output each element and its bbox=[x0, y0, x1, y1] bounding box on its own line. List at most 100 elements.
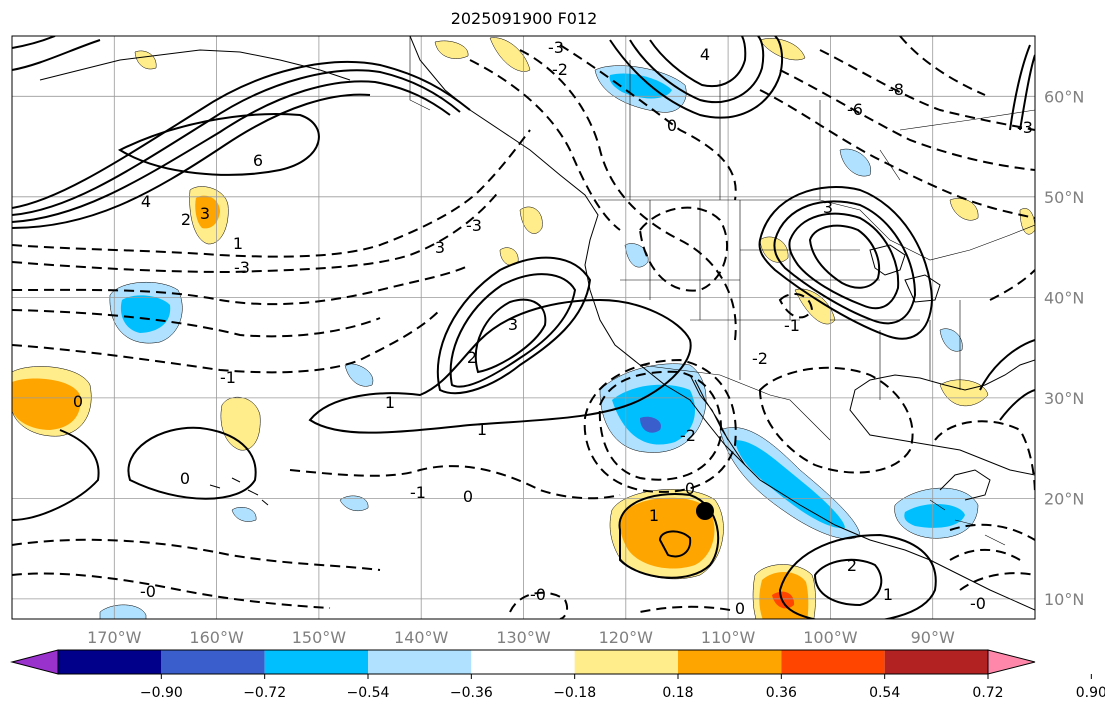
political-borders bbox=[409, 36, 1035, 546]
longitude-label: 90°W bbox=[911, 628, 955, 647]
longitude-label: 130°W bbox=[496, 628, 551, 647]
state-lines bbox=[620, 200, 961, 400]
map-title: 2025091900 F012 bbox=[450, 9, 598, 28]
colorbar-segment bbox=[161, 650, 265, 674]
negative-anomaly-area bbox=[344, 363, 374, 387]
contour-label: 4 bbox=[141, 192, 151, 211]
negative-anomaly-area bbox=[231, 507, 257, 522]
positive-contour bbox=[12, 93, 371, 229]
negative-contour bbox=[469, 59, 621, 231]
positive-contour bbox=[658, 530, 692, 558]
canada-us-border bbox=[598, 199, 1035, 261]
contour-label: -1 bbox=[410, 483, 426, 502]
negative-contour bbox=[949, 269, 1035, 561]
contour-label: -3 bbox=[466, 216, 482, 235]
longitude-labels: 170°W 160°W 150°W 140°W 130°W 120°W 110°W 100°W… bbox=[87, 628, 955, 647]
contour-label: -2 bbox=[680, 426, 696, 445]
contour-label: 3 bbox=[435, 238, 445, 257]
contour-label: -3 bbox=[234, 258, 250, 277]
positive-contour bbox=[758, 186, 934, 340]
aleutian-islands bbox=[39, 49, 351, 81]
negative-contour bbox=[934, 420, 1035, 496]
positive-contour bbox=[127, 426, 257, 500]
positive-contour bbox=[117, 113, 320, 176]
colorbar-segment bbox=[264, 650, 368, 674]
longitude-label: 140°W bbox=[394, 628, 449, 647]
negative-contour bbox=[12, 189, 501, 274]
contour-label: -1 bbox=[784, 316, 800, 335]
contour-label: 0 bbox=[180, 469, 190, 488]
contour-label: -2 bbox=[752, 349, 768, 368]
baja-california bbox=[689, 374, 746, 466]
contour-label: 1 bbox=[385, 393, 395, 412]
colorbar-tick-label: 0.90 bbox=[1076, 685, 1105, 701]
latitude-label: 50°N bbox=[1044, 188, 1084, 207]
negative-anomaly-area bbox=[939, 328, 963, 352]
contour-label: 3 bbox=[508, 315, 518, 334]
contour-label: -3 bbox=[1017, 118, 1033, 137]
latitude-label: 30°N bbox=[1044, 389, 1084, 408]
contour-label: 6 bbox=[253, 151, 263, 170]
positive-anomaly-area bbox=[195, 195, 220, 229]
contour-label: 0 bbox=[735, 599, 745, 618]
longitude-label: 160°W bbox=[189, 628, 244, 647]
negative-contour bbox=[12, 129, 531, 258]
colorbar-tick-label: −0.72 bbox=[243, 685, 286, 701]
negative-contour bbox=[949, 523, 1035, 541]
contour-label: 0 bbox=[667, 116, 677, 135]
latitude-label: 60°N bbox=[1044, 87, 1084, 106]
positive-contour bbox=[12, 429, 100, 521]
colorbar-tick-label: −0.18 bbox=[553, 685, 596, 701]
canada-provinces bbox=[629, 60, 1035, 200]
negative-anomaly-area bbox=[609, 73, 672, 99]
negative-anomaly-area bbox=[339, 495, 369, 511]
latitude-label: 10°N bbox=[1044, 590, 1084, 609]
contour-label: -3 bbox=[548, 38, 564, 57]
contour-label: -0 bbox=[970, 594, 986, 613]
contour-label: -0 bbox=[530, 585, 546, 604]
map-frame bbox=[11, 35, 1036, 620]
contour-label: 2 bbox=[847, 556, 857, 575]
negative-contour bbox=[819, 49, 1035, 131]
colorbar-segment bbox=[471, 650, 575, 674]
positive-contour bbox=[778, 533, 937, 619]
longitude-label: 120°W bbox=[599, 628, 654, 647]
positive-anomaly-area bbox=[949, 198, 979, 221]
negative-contour bbox=[959, 572, 1035, 591]
longitude-label: 100°W bbox=[803, 628, 858, 647]
negative-contour bbox=[759, 89, 1035, 219]
positive-contour bbox=[609, 36, 784, 119]
colorbar-segment bbox=[678, 650, 782, 674]
gulf-coast bbox=[849, 359, 1035, 476]
negative-contour bbox=[12, 309, 381, 338]
contour-label: -6 bbox=[847, 100, 863, 119]
positive-anomaly-area bbox=[759, 38, 806, 61]
colorbar-tick-label: 0.54 bbox=[869, 685, 900, 701]
negative-contour bbox=[598, 370, 722, 481]
negative-contour bbox=[639, 605, 731, 613]
colorbar-segment bbox=[58, 650, 162, 674]
contour-label: 4 bbox=[700, 45, 710, 64]
positive-contour bbox=[308, 298, 692, 434]
contour-label: 2 bbox=[181, 210, 191, 229]
positive-contour bbox=[12, 69, 461, 216]
yucatan bbox=[939, 469, 991, 501]
positive-contour bbox=[629, 36, 765, 104]
positive-contour bbox=[12, 80, 451, 223]
hawaiian-islands bbox=[209, 477, 269, 506]
colorbar-segment bbox=[884, 650, 988, 674]
negative-contour bbox=[899, 36, 986, 96]
contour-label: -2 bbox=[552, 60, 568, 79]
negative-contour bbox=[779, 69, 1035, 171]
positive-anomaly-area bbox=[434, 40, 469, 59]
negative-anomaly-area bbox=[839, 148, 872, 177]
colorbar-outline bbox=[57, 649, 989, 675]
negative-contour bbox=[289, 465, 621, 500]
negative-contour bbox=[12, 538, 381, 571]
negative-contour bbox=[509, 591, 569, 619]
negative-contour bbox=[758, 366, 914, 474]
contour-label: 1 bbox=[477, 420, 487, 439]
latitude-label: 40°N bbox=[1044, 288, 1084, 307]
